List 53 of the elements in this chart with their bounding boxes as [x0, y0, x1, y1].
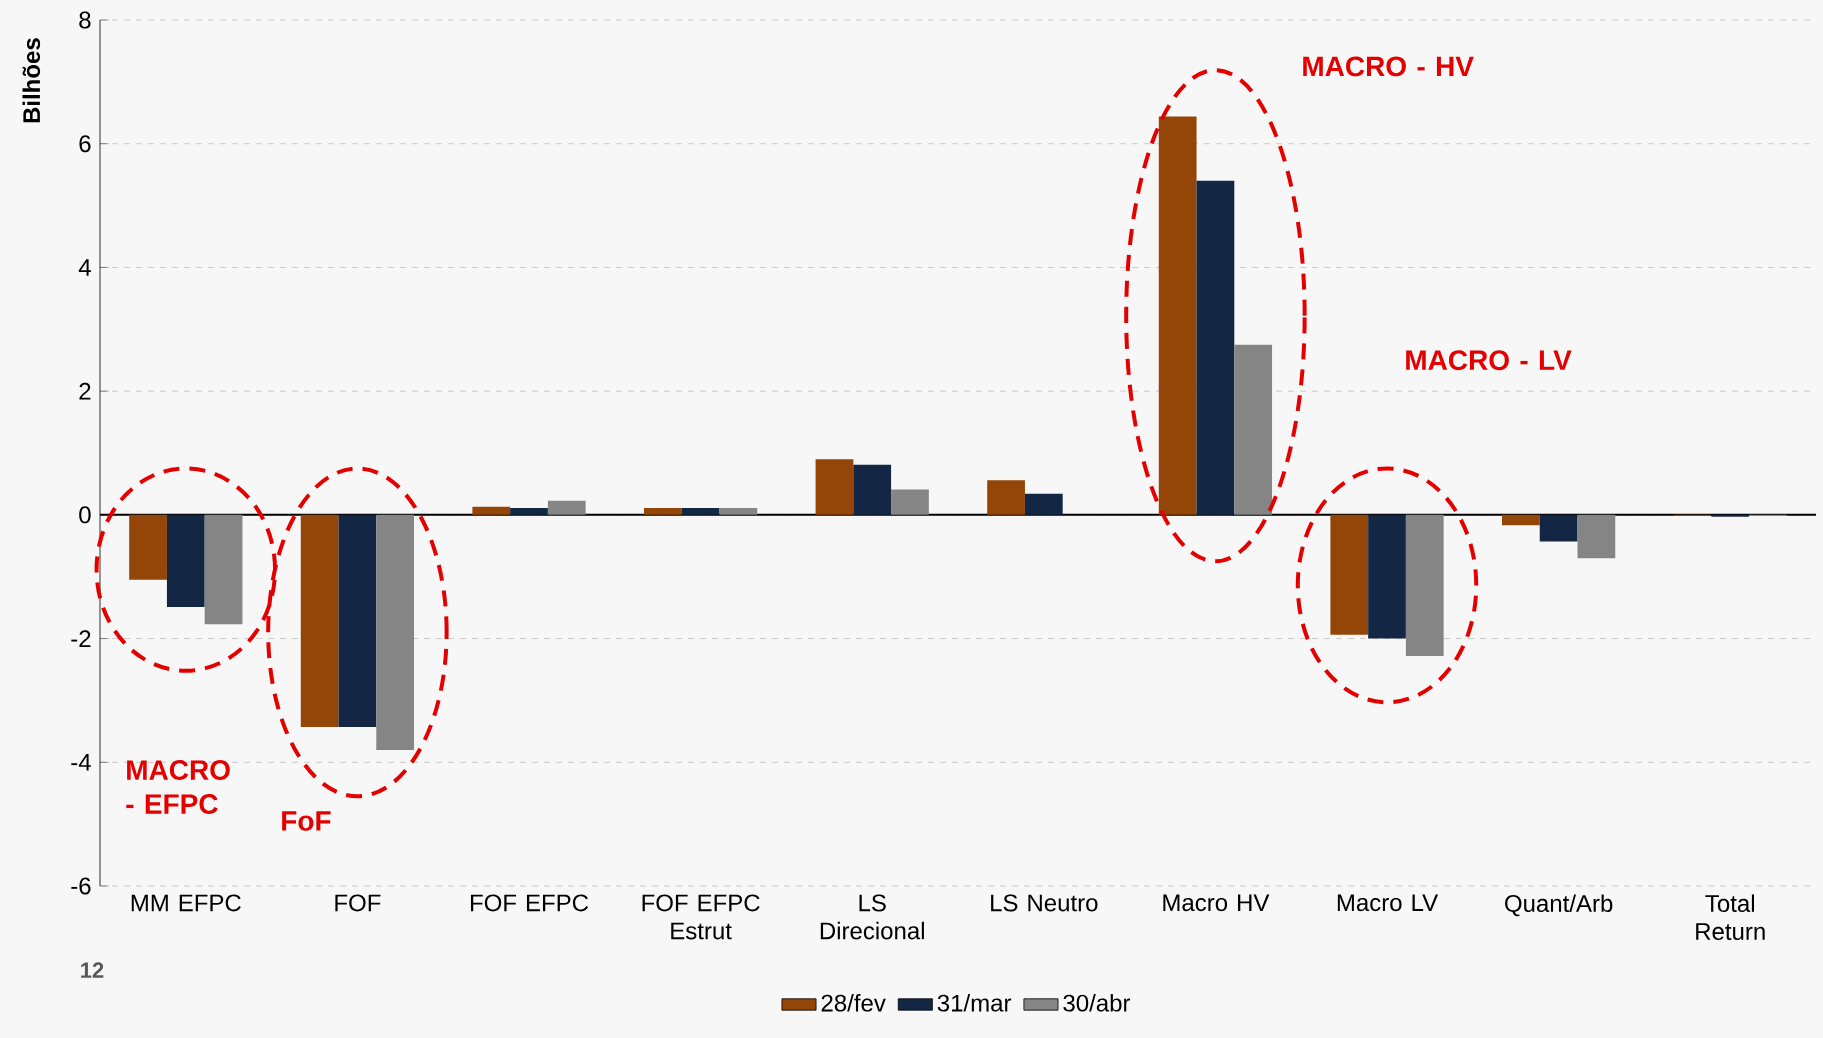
- y-tick-label: 8: [79, 11, 91, 29]
- legend-label: 28/fev: [821, 994, 886, 1012]
- x-tick-label: LS Direcional: [820, 894, 924, 940]
- bar: [1330, 514, 1369, 635]
- bar: [1158, 116, 1197, 515]
- x-tick-label: FOF EFPC: [470, 894, 589, 912]
- bar: [1405, 514, 1444, 656]
- bar: [815, 459, 854, 515]
- bar: [510, 508, 548, 515]
- annotation: MACRO - EFPC: [126, 760, 230, 814]
- x-tick-label: FOF EFPC Estrut: [642, 894, 760, 940]
- bar: [1234, 344, 1273, 515]
- legend-label: 31/mar: [937, 994, 1012, 1012]
- bar: [472, 506, 511, 515]
- y-tick-label: -6: [71, 877, 91, 895]
- bar: [681, 508, 720, 515]
- bar: [166, 514, 205, 608]
- bar: [1539, 514, 1578, 542]
- bar: [376, 514, 415, 750]
- legend-label: 30/abr: [1063, 994, 1131, 1012]
- bar: [1502, 514, 1540, 526]
- x-tick-label: FOF: [335, 894, 381, 912]
- bar: [204, 514, 243, 625]
- x-tick-label: Macro HV: [1163, 894, 1270, 912]
- bar: [300, 514, 339, 728]
- x-tick-label: LS Neutro: [991, 894, 1098, 912]
- y-tick-label: -4: [71, 754, 91, 771]
- bar: [129, 514, 167, 580]
- x-tick-label: Macro LV: [1337, 894, 1439, 912]
- bar: [853, 464, 892, 515]
- bar: [719, 508, 758, 515]
- bar: [1368, 514, 1406, 639]
- y-tick-label: 2: [79, 382, 91, 400]
- annotation: FoF: [282, 811, 331, 831]
- annotation: MACRO - LV: [1406, 350, 1572, 371]
- bar: [987, 480, 1025, 515]
- bar: [1024, 493, 1063, 515]
- x-tick-label: MM EFPC: [131, 894, 241, 912]
- x-tick-label: Total Return: [1696, 894, 1765, 941]
- bar: [1196, 180, 1235, 515]
- text: 12: [81, 962, 104, 978]
- bar: [891, 489, 929, 515]
- y-axis-title: Bilhões: [22, 38, 41, 123]
- bar: [643, 508, 682, 515]
- bar: [1577, 514, 1616, 559]
- annotation: MACRO - HV: [1303, 56, 1474, 77]
- y-tick-label: 4: [78, 259, 91, 276]
- bar: [547, 500, 586, 515]
- y-tick-label: -2: [71, 630, 91, 647]
- x-tick-label: Quant/Arb: [1505, 894, 1613, 917]
- y-tick-label: 6: [79, 135, 91, 153]
- bar: [338, 514, 377, 728]
- y-tick-label: 0: [79, 506, 91, 524]
